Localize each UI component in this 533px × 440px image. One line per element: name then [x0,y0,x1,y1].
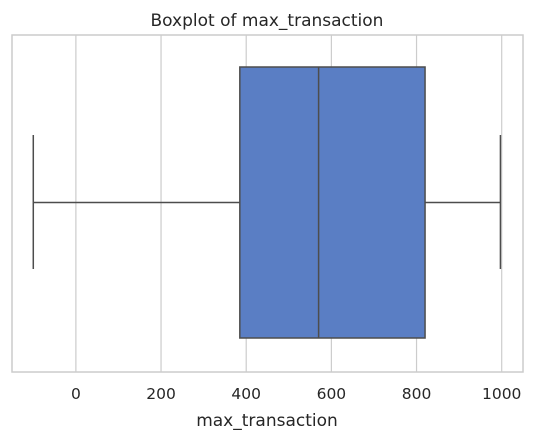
x-axis-ticks: 0 200 400 600 800 1000 [71,385,521,403]
x-tick-label: 1000 [482,385,521,403]
x-tick-label: 0 [71,385,81,403]
chart-title: Boxplot of max_transaction [151,11,384,31]
iqr-box [239,66,426,339]
x-tick-label: 200 [146,385,176,403]
x-tick-label: 800 [402,385,432,403]
box-and-whiskers [32,66,502,339]
x-axis-label: max_transaction [196,411,338,431]
x-tick-label: 600 [317,385,347,403]
plot-frame [11,34,524,373]
x-tick-label: 400 [231,385,261,403]
